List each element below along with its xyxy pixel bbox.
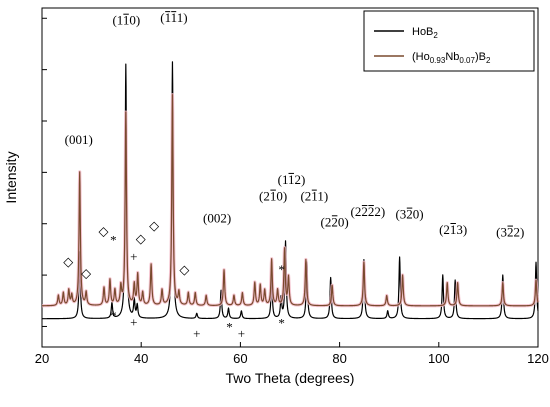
- peak-label: (320): [395, 207, 423, 222]
- phase-marker: *: [278, 262, 285, 277]
- phase-marker: ◇: [149, 218, 159, 233]
- plot-frame: [41, 7, 539, 348]
- x-axis-title: Two Theta (degrees): [226, 370, 355, 386]
- phase-marker: ◇: [99, 223, 109, 238]
- phase-marker: *: [226, 320, 233, 335]
- peak-label: (001): [65, 132, 93, 147]
- peak-label: (213): [439, 222, 467, 237]
- peak-label: (002): [203, 210, 231, 225]
- plot-marks: 20 40 60 80 100 120 (001) (110) (111) (002) (210) (…: [35, 7, 549, 366]
- x-tick-label: 80: [332, 351, 346, 366]
- legend: HoB2 (Ho0.93Nb0.07)B2: [363, 10, 535, 72]
- phase-marker: *: [278, 316, 285, 331]
- phase-marker: ◇: [81, 266, 91, 281]
- phase-marker: +: [130, 249, 137, 264]
- peak-label: (211): [300, 189, 328, 204]
- legend-box: [363, 10, 535, 72]
- y-axis-title: Intensity: [3, 151, 19, 203]
- phase-marker: *: [110, 308, 117, 323]
- phase-marker: *: [110, 232, 117, 247]
- x-tick-label: 20: [35, 351, 49, 366]
- x-tick-label: 60: [233, 351, 247, 366]
- phase-marker: +: [130, 314, 137, 329]
- series-line-1: [41, 94, 539, 307]
- peak-label: (2222): [351, 204, 386, 219]
- phase-marker: ◇: [179, 262, 189, 277]
- phase-marker: +: [238, 326, 245, 341]
- x-tick-label: 100: [428, 351, 450, 366]
- phase-marker: +: [193, 326, 200, 341]
- peak-label: (210): [259, 189, 287, 204]
- peak-label: (220): [321, 214, 349, 229]
- peak-label: (112): [278, 172, 306, 187]
- phase-marker: ◇: [63, 254, 73, 269]
- phase-marker: ◇: [136, 231, 146, 246]
- peak-label: (111): [160, 10, 187, 25]
- peak-label: (110): [112, 13, 140, 28]
- x-tick-label: 40: [134, 351, 148, 366]
- peak-label: (322): [496, 225, 524, 240]
- series-halo-1: [40, 93, 540, 308]
- legend-label: (Ho0.93Nb0.07)B2: [412, 51, 491, 65]
- legend-label: HoB2: [412, 26, 438, 40]
- x-tick-label: 120: [527, 351, 549, 366]
